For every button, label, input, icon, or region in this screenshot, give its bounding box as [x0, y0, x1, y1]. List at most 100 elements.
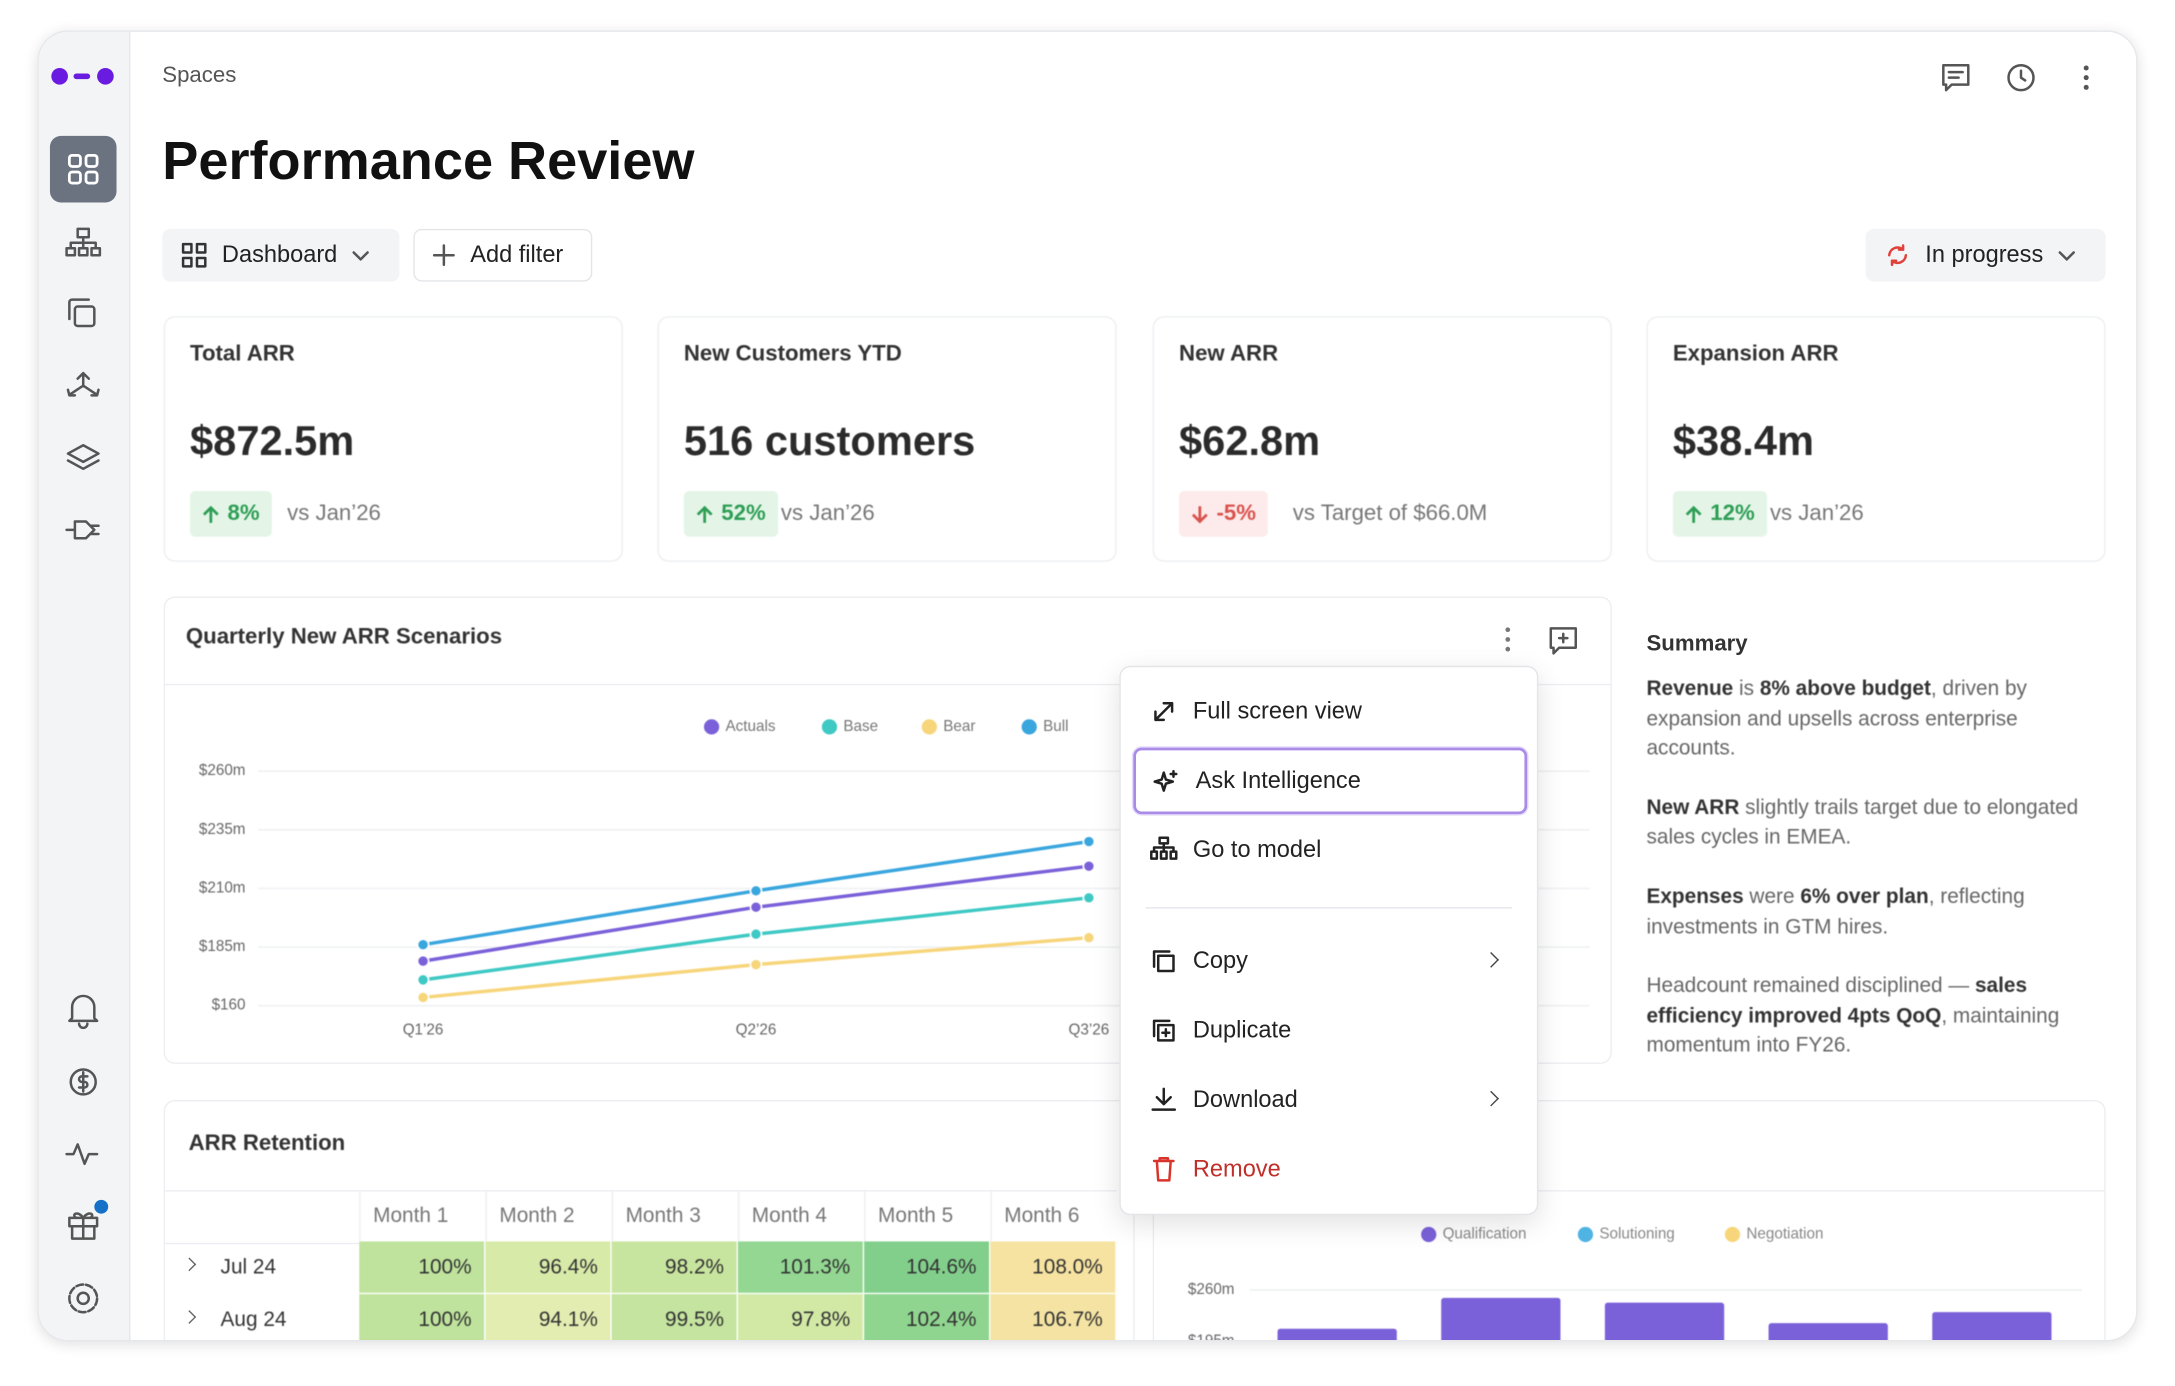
data-point [1082, 931, 1096, 945]
row-label: Aug 24 [220, 1308, 287, 1332]
change-arrow [202, 505, 219, 523]
y-tick-label: $210m [199, 879, 246, 896]
heatmap-cell: 104.6% [864, 1241, 991, 1295]
menu-icon [1152, 1019, 1175, 1042]
data-point [749, 900, 763, 914]
menu-icon [1153, 769, 1178, 792]
menu-item[interactable]: Full screen view [1133, 678, 1527, 745]
data-point [416, 954, 430, 968]
summary-paragraph: New ARR slightly trails target due to el… [1646, 793, 2090, 853]
kpi-card: Total ARR $872.5m 8% vs Jan’26 [163, 316, 623, 562]
app-window: Spaces Performance Review Dashboard Add … [37, 30, 2138, 1342]
page-title: Performance Review [162, 131, 695, 192]
menu-icon [1150, 836, 1178, 860]
data-point [1082, 891, 1096, 905]
summary-emphasis: 8% above budget [1759, 676, 1931, 701]
card-more-button[interactable] [1505, 627, 1511, 652]
kpi-value: $62.8m [1179, 418, 1321, 465]
kpi-change-badge: -5% [1179, 491, 1269, 537]
add-filter-button[interactable]: Add filter [413, 228, 593, 282]
heatmap-cell: 100% [359, 1241, 486, 1295]
line-chart-title: Quarterly New ARR Scenarios [185, 625, 503, 650]
y-tick-label: $160 [212, 997, 246, 1014]
bar [1932, 1312, 2052, 1340]
change-arrow [696, 505, 713, 523]
data-point [416, 938, 430, 952]
menu-item[interactable]: Remove [1133, 1136, 1527, 1203]
kpi-change: 12% [1710, 501, 1755, 526]
breadcrumb[interactable]: Spaces [162, 63, 237, 88]
data-point [749, 884, 763, 898]
kpi-card: New Customers YTD 516 customers 52% vs Jan’… [657, 316, 1117, 562]
y-tick-label: $185m [199, 938, 246, 955]
kpi-comparison: vs Target of $66.0M [1292, 502, 1488, 526]
kpi-value: $872.5m [190, 418, 355, 465]
view-label: Dashboard [221, 241, 338, 268]
kpi-label: Total ARR [190, 342, 295, 367]
y-tick-label: $260m [1188, 1281, 1235, 1298]
legend-label: Qualification [1443, 1226, 1527, 1243]
change-arrow [1685, 505, 1702, 523]
menu-label: Copy [1192, 947, 1248, 974]
menu-label: Duplicate [1192, 1016, 1292, 1044]
data-point [749, 927, 763, 941]
status-dropdown[interactable]: In progress [1865, 228, 2106, 282]
column-header: Month 5 [864, 1190, 990, 1242]
summary-text: , driven by expansion and upsells across… [1646, 676, 2027, 761]
icon-path [1154, 702, 1174, 722]
menu-item[interactable]: Go to model [1133, 817, 1527, 884]
summary-text: is [1733, 676, 1760, 701]
summary-paragraph: Expenses were 6% over plan, reflecting i… [1646, 882, 2090, 942]
card-comment-button[interactable] [1549, 627, 1577, 655]
add-filter-label: Add filter [470, 241, 564, 268]
menu-divider [1145, 907, 1512, 909]
legend-swatch [821, 719, 838, 735]
bar [1277, 1328, 1397, 1340]
menu-item[interactable]: Ask Intelligence [1133, 747, 1528, 815]
menu-item[interactable]: Copy [1133, 928, 1527, 995]
menu-icon [1151, 1087, 1177, 1111]
column-header: Month 2 [485, 1190, 611, 1242]
x-tick-label: Q1’26 [403, 1022, 444, 1039]
kpi-change: 8% [227, 501, 260, 526]
view-dropdown[interactable]: Dashboard [162, 228, 400, 282]
status-label: In progress [1925, 241, 2044, 268]
menu-icon [1152, 950, 1175, 973]
bar [1604, 1302, 1725, 1340]
summary: Summary Revenue is 8% above budget, driv… [1646, 633, 2090, 1091]
comments-button[interactable] [1942, 63, 1970, 92]
more-button[interactable] [2083, 65, 2089, 90]
app-content: Spaces Performance Review Dashboard Add … [38, 31, 2136, 1341]
nav-dashboard[interactable] [49, 135, 117, 203]
data-point [416, 973, 430, 987]
menu-item[interactable]: Duplicate [1133, 997, 1527, 1064]
data-point [1082, 835, 1096, 848]
column-header: Month 6 [990, 1190, 1116, 1242]
history-button[interactable] [2007, 63, 2035, 92]
summary-emphasis: sales efficiency improved 4pts QoQ [1646, 973, 2028, 1028]
legend-label: Negotiation [1746, 1226, 1823, 1243]
legend-swatch [921, 719, 937, 735]
legend-swatch [1021, 719, 1037, 735]
legend-label: Bear [943, 718, 975, 735]
heatmap-cell: 100% [359, 1294, 486, 1340]
summary-text: , reflecting investments in GTM hires. [1646, 884, 2025, 939]
summary-text: , maintaining momentum into FY26. [1646, 1003, 2060, 1058]
menu-label: Remove [1192, 1155, 1281, 1182]
heatmap-cell: 102.4% [864, 1294, 991, 1340]
menu-item[interactable]: Download [1133, 1067, 1527, 1134]
legend-label: Base [843, 718, 878, 735]
kpi-label: Expansion ARR [1672, 342, 1839, 367]
kpi-label: New ARR [1179, 342, 1279, 367]
summary-title: Summary [1646, 632, 1748, 657]
heatmap-cell: 101.3% [737, 1241, 865, 1295]
submenu-chevron [1483, 952, 1499, 968]
y-tick-label: $260m [199, 762, 246, 779]
y-tick-label: $195m [1188, 1332, 1235, 1341]
menu-label: Download [1192, 1086, 1298, 1113]
legend-swatch [1421, 1226, 1437, 1243]
bar [1768, 1323, 1888, 1340]
menu-label: Full screen view [1192, 697, 1362, 725]
